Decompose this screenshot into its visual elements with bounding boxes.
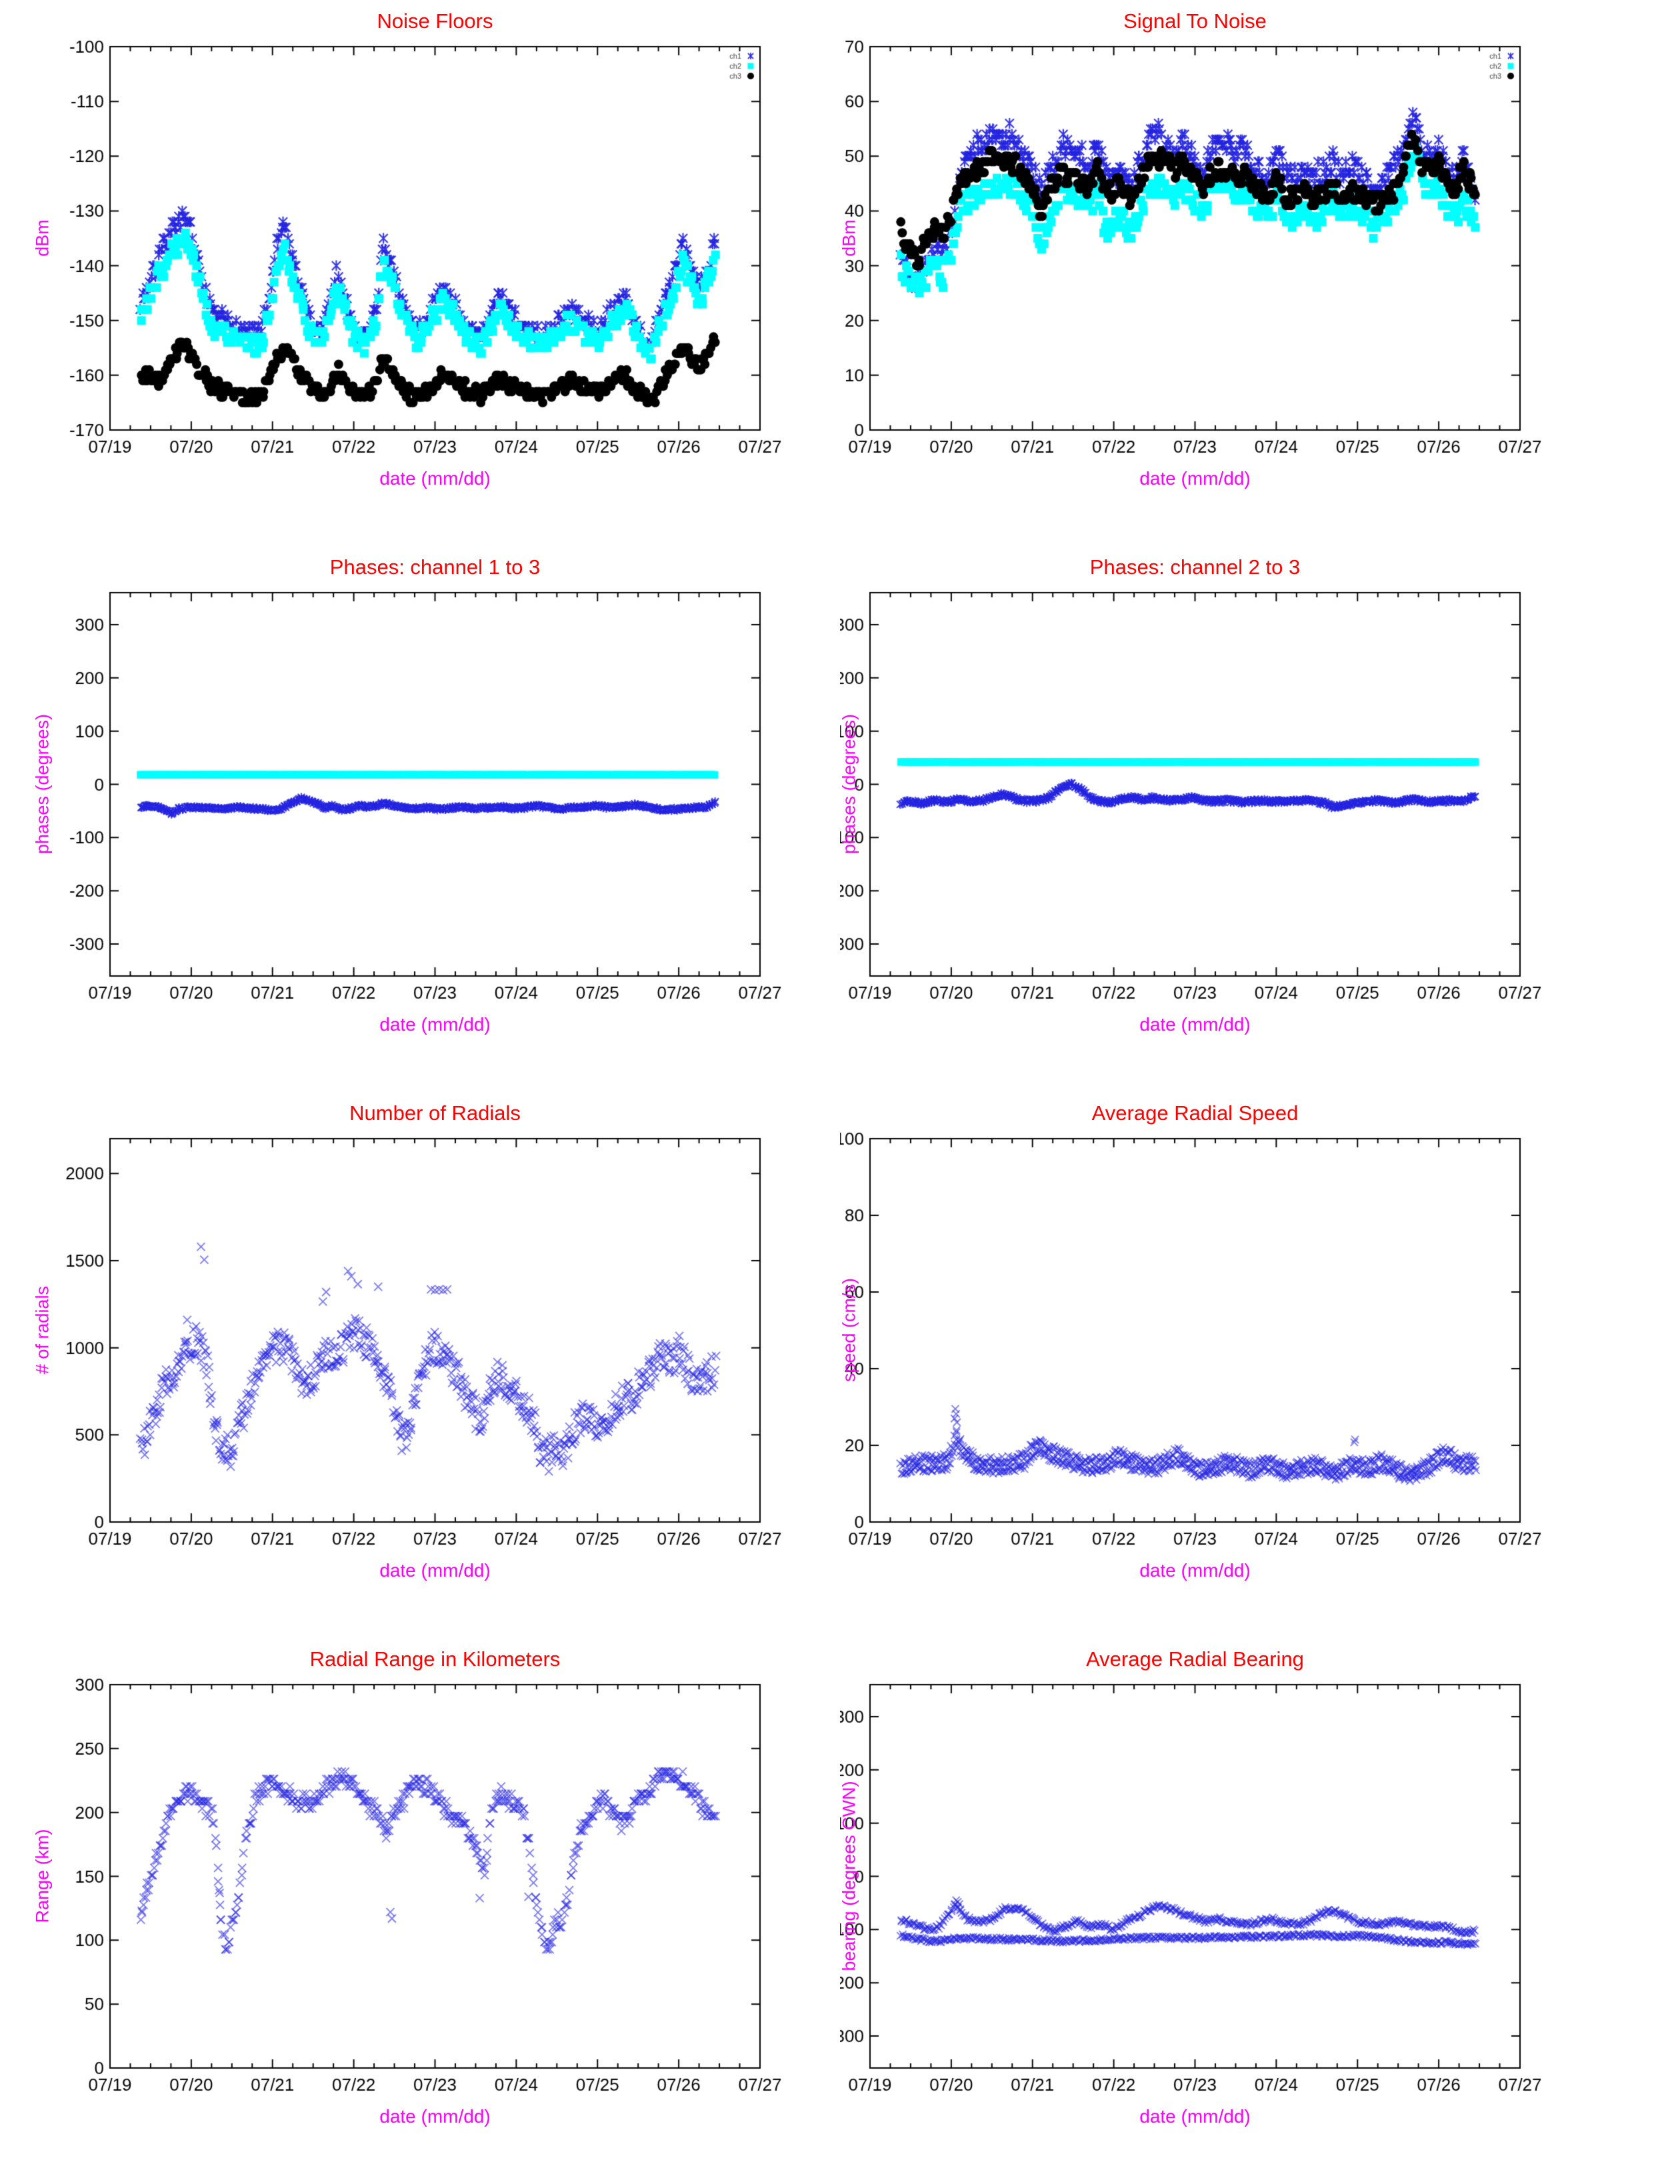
y-axis-label: bearing (degrees CWN) xyxy=(839,1781,859,1971)
y-axis-label: speed (cm/s) xyxy=(839,1277,859,1383)
y-axis-label: phases (degrees) xyxy=(32,713,53,855)
average-radial-speed-chart xyxy=(840,1092,1680,1638)
x-axis-label: date (mm/dd) xyxy=(1139,1014,1251,1035)
panel-number-of-radials: Number of Radials date (mm/dd) # of radi… xyxy=(0,1092,840,1638)
x-axis-label: date (mm/dd) xyxy=(379,2106,491,2127)
panel-average-radial-bearing: Average Radial Bearing date (mm/dd) bear… xyxy=(839,1638,1680,2184)
x-axis-label: date (mm/dd) xyxy=(1139,1560,1251,1581)
x-axis-label: date (mm/dd) xyxy=(1139,468,1251,489)
chart-title-radial-range: Radial Range in Kilometers xyxy=(309,1647,561,1671)
x-axis-label: date (mm/dd) xyxy=(1139,2106,1251,2127)
average-radial-bearing-chart xyxy=(840,1638,1680,2184)
panel-phases-ch1-to-3: Phases: channel 1 to 3 date (mm/dd) phas… xyxy=(0,546,840,1092)
signal-to-noise-chart xyxy=(840,0,1680,546)
phases-ch2-to-3-chart xyxy=(840,546,1680,1092)
chart-title-average-radial-speed: Average Radial Speed xyxy=(1091,1101,1299,1125)
radial-range-chart xyxy=(0,1638,840,2184)
chart-title-phases-ch1-to-3: Phases: channel 1 to 3 xyxy=(329,555,541,579)
noise-floors-chart xyxy=(0,0,840,546)
x-axis-label: date (mm/dd) xyxy=(379,1560,491,1581)
panel-average-radial-speed: Average Radial Speed date (mm/dd) speed … xyxy=(839,1092,1680,1638)
y-axis-label: dBm xyxy=(839,219,859,257)
y-axis-label: # of radials xyxy=(32,1285,53,1375)
x-axis-label: date (mm/dd) xyxy=(379,468,491,489)
x-axis-label: date (mm/dd) xyxy=(379,1014,491,1035)
panel-radial-range: Radial Range in Kilometers date (mm/dd) … xyxy=(0,1638,840,2184)
number-of-radials-chart xyxy=(0,1092,840,1638)
panel-signal-to-noise: Signal To Noise date (mm/dd) dBm xyxy=(839,0,1680,546)
chart-title-noise-floors: Noise Floors xyxy=(377,9,493,33)
y-axis-label: Range (km) xyxy=(32,1829,53,1923)
chart-title-signal-to-noise: Signal To Noise xyxy=(1123,9,1267,33)
chart-title-number-of-radials: Number of Radials xyxy=(349,1101,521,1125)
y-axis-label: phases (degrees) xyxy=(839,713,859,855)
phases-ch1-to-3-chart xyxy=(0,546,840,1092)
y-axis-label: dBm xyxy=(32,219,53,257)
panel-phases-ch2-to-3: Phases: channel 2 to 3 date (mm/dd) phas… xyxy=(839,546,1680,1092)
panel-noise-floors: Noise Floors date (mm/dd) dBm xyxy=(0,0,840,546)
chart-title-phases-ch2-to-3: Phases: channel 2 to 3 xyxy=(1089,555,1301,579)
chart-title-average-radial-bearing: Average Radial Bearing xyxy=(1086,1647,1304,1671)
